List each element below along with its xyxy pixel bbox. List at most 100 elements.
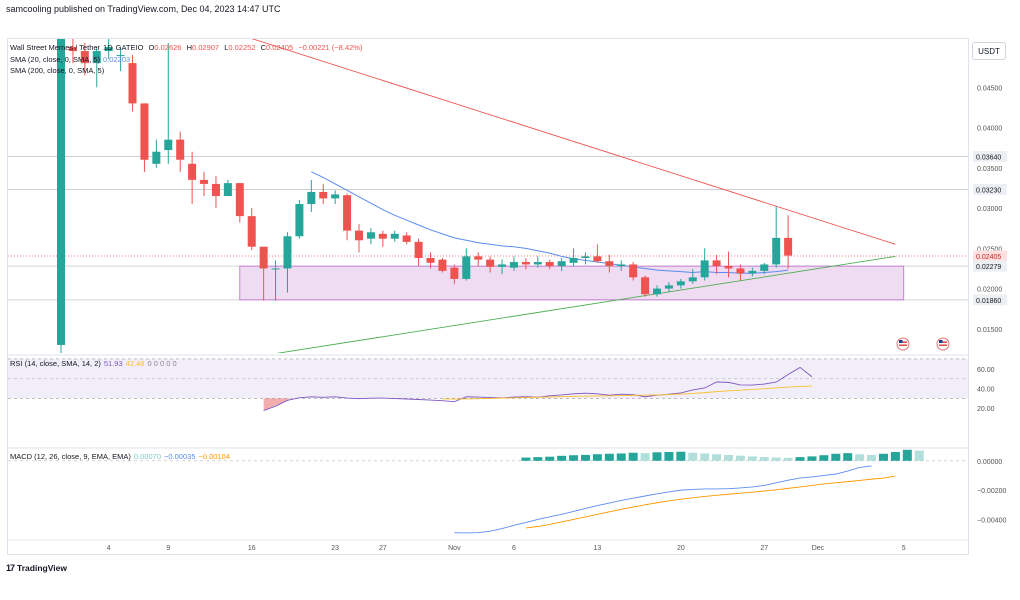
price-label: 0.03640 (976, 155, 1001, 162)
close-label: C (260, 43, 267, 52)
candle-body (283, 236, 292, 269)
candle-body (450, 267, 459, 279)
candle-body (235, 183, 244, 217)
macd-histogram-bar (688, 452, 698, 461)
macd-histogram-bar (640, 453, 650, 461)
price-axis-tick: 0.03000 (977, 206, 1002, 213)
candle-body (355, 230, 363, 241)
rsi-value: 51.93 (103, 359, 123, 368)
time-axis-tick: 4 (107, 545, 111, 552)
rsi-legend[interactable]: RSI (14, close, SMA, 14, 2) 51.93 42.48 0 0… (10, 359, 177, 368)
candle-body (343, 195, 352, 231)
price-label-box (973, 250, 1007, 262)
price-label: 0.02279 (976, 264, 1001, 271)
rsi-oversold-fill (263, 398, 290, 411)
macd-histogram-bar (533, 457, 543, 461)
candle-body (462, 256, 471, 279)
macd-histogram-bar (700, 453, 710, 461)
candle-body (641, 277, 650, 295)
candle-body (271, 268, 280, 270)
macd-axis-tick: −0.00400 (977, 517, 1006, 524)
price-label-box (973, 294, 1007, 306)
currency-button[interactable]: USDT (972, 42, 1006, 60)
sma20-legend[interactable]: SMA (20, close, 0, SMA, 5) 0.02203 (10, 55, 131, 64)
candle-body (164, 139, 173, 151)
candle-body (712, 260, 721, 267)
price-axis-tick: 0.03500 (977, 166, 1002, 173)
candle-body (569, 257, 578, 263)
time-axis-tick: Dec (812, 545, 825, 552)
candle-body (521, 262, 530, 265)
macd-histogram-bar (807, 456, 817, 461)
support-trendline (276, 255, 896, 353)
macd-axis-tick: 0.00000 (977, 459, 1002, 466)
candle-body (533, 262, 542, 265)
macd-axis-tick: −0.00200 (977, 488, 1006, 495)
sma20-value: 0.02203 (103, 55, 131, 64)
change-value: −0.00221 (−8.42%) (298, 43, 363, 52)
candle-body (366, 232, 375, 239)
macd-histogram-bar (843, 453, 853, 461)
rsi-ma-line (442, 385, 812, 400)
candle-body (509, 262, 518, 268)
time-axis-tick: 16 (248, 545, 256, 552)
sma200-legend[interactable]: SMA (200, close, 0, SMA, 5) (10, 66, 105, 75)
macd-histogram-bar (712, 454, 722, 461)
candle-body (402, 235, 411, 242)
high-label: H (186, 43, 192, 52)
price-label: 0.01860 (976, 298, 1001, 305)
time-axis-tick: 5 (902, 545, 906, 552)
symbol-name[interactable]: Wall Street Memes / Tether (10, 43, 101, 52)
rsi-axis-tick: 20.00 (977, 406, 995, 413)
macd-histogram-bar (628, 452, 638, 461)
price-axis-tick: 0.01500 (977, 327, 1002, 334)
macd-legend[interactable]: MACD (12, 26, close, 9, EMA, EMA) 0.00070… (10, 452, 230, 461)
high-value: 0.02907 (191, 43, 220, 52)
candle-body (593, 256, 602, 262)
candle-body (438, 259, 447, 271)
main-legend[interactable]: Wall Street Memes / Tether 1D GATEIO O0.02… (10, 43, 363, 52)
candle-body (211, 183, 220, 196)
price-label-box (973, 260, 1007, 272)
rsi-axis-tick: 40.00 (977, 386, 995, 393)
time-axis-tick: 13 (594, 545, 602, 552)
candle-body (664, 285, 673, 289)
candle-body (128, 63, 137, 104)
tradingview-mark-icon: 17 (6, 563, 15, 573)
time-axis-tick: 6 (512, 545, 516, 552)
candle-body (247, 216, 256, 247)
candle-body (474, 256, 483, 260)
macd-histogram-bar (664, 452, 674, 461)
price-axis-tick: 0.04500 (977, 85, 1002, 92)
macd-histogram-bar (914, 450, 924, 461)
time-axis-tick: 27 (379, 545, 387, 552)
price-axis-tick: 0.04000 (977, 126, 1002, 133)
macd-histogram-bar (855, 454, 865, 461)
candle-body (104, 47, 113, 52)
candle-body (176, 139, 185, 160)
rsi-axis-tick: 60.00 (977, 367, 995, 374)
macd-histogram-bar (604, 453, 614, 461)
candle-body (92, 51, 101, 64)
candle-body (605, 261, 614, 267)
macd-histogram-bar (580, 454, 590, 461)
candle-body (688, 277, 697, 282)
open-label: O (148, 43, 155, 52)
candle-body (653, 288, 661, 295)
candle-body (784, 237, 793, 256)
candle-body (736, 268, 745, 274)
candle-body (57, 39, 65, 345)
macd-histogram-bar (557, 455, 567, 461)
time-axis-tick: 23 (331, 545, 339, 552)
candle-body (581, 256, 590, 258)
candle-body (760, 264, 769, 271)
candle-body (116, 55, 125, 57)
macd-histogram-bar (652, 452, 662, 461)
macd-histogram-bar (759, 456, 769, 461)
candle-body (426, 257, 435, 263)
resistance-trendline (251, 39, 896, 245)
candle-body (557, 261, 566, 267)
low-value: 0.02252 (228, 43, 256, 52)
price-axis-tick: 0.02500 (977, 246, 1002, 253)
